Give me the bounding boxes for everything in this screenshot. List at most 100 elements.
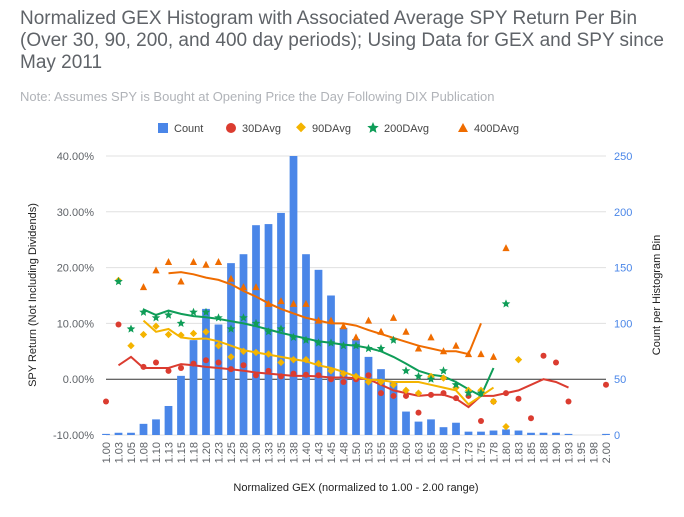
x-tick-label: 1.53 — [364, 442, 376, 463]
x-tick-label: 1.15 — [176, 442, 188, 463]
point-200davg — [364, 344, 373, 353]
x-tick-label: 1.70 — [451, 442, 463, 463]
point-400davg — [477, 350, 485, 358]
point-400davg — [364, 316, 373, 324]
x-tick-label: 1.13 — [164, 442, 176, 463]
x-tick-label: 1.83 — [514, 442, 526, 463]
point-200davg — [339, 341, 348, 350]
x-tick-label: 1.90 — [551, 442, 563, 463]
count-bar — [514, 430, 523, 435]
point-200davg — [239, 313, 248, 322]
x-tick-label: 1.68 — [439, 442, 451, 463]
count-bar — [377, 369, 385, 435]
point-90davg — [327, 367, 335, 375]
point-30davg — [403, 392, 409, 399]
y-left-tick-label: -10.00% — [53, 430, 94, 442]
x-tick-label: 1.38 — [289, 442, 301, 463]
count-bar — [277, 212, 285, 435]
x-tick-label: 1.10 — [151, 442, 163, 463]
point-200davg — [289, 332, 298, 341]
count-bar — [127, 432, 135, 435]
point-400davg — [152, 266, 160, 274]
count-bar — [389, 381, 398, 435]
point-400davg — [402, 327, 410, 335]
point-200davg — [426, 374, 436, 383]
point-90davg — [264, 350, 273, 358]
y-right-tick-label: 200 — [614, 207, 632, 219]
x-tick-label: 1.05 — [126, 442, 138, 463]
x-tick-label: 1.35 — [276, 442, 288, 463]
point-90davg — [314, 359, 323, 368]
point-90davg — [377, 378, 385, 386]
point-200davg — [164, 310, 173, 319]
point-400davg — [439, 347, 448, 355]
point-400davg — [464, 350, 473, 358]
count-bar — [239, 254, 248, 435]
legend-swatch-count — [158, 123, 168, 133]
point-30davg — [140, 363, 147, 370]
point-90davg — [352, 372, 360, 381]
x-tick-label: 1.80 — [501, 442, 513, 463]
point-30davg — [228, 366, 234, 373]
count-bar — [352, 339, 360, 435]
point-30davg — [553, 359, 559, 366]
point-400davg — [414, 344, 423, 352]
point-200davg — [314, 338, 323, 347]
point-30davg — [390, 392, 397, 399]
y-left-tick-label: 20.00% — [57, 263, 95, 275]
x-tick-label: 1.30 — [251, 442, 263, 463]
point-30davg — [528, 415, 534, 422]
point-200davg — [351, 341, 361, 350]
point-400davg — [339, 322, 348, 330]
point-30davg — [278, 373, 284, 380]
point-30davg — [328, 376, 334, 383]
x-tick-label: 1.93 — [564, 442, 576, 463]
point-400davg — [177, 277, 185, 285]
point-400davg — [289, 299, 298, 307]
y-right-tick-label: 100 — [614, 318, 632, 330]
point-200davg — [139, 307, 148, 316]
point-200davg — [326, 338, 336, 347]
point-400davg — [452, 341, 460, 349]
y-right-axis-title: Count per Histogram Bin — [651, 235, 663, 355]
y-left-tick-label: 0.00% — [63, 374, 94, 386]
point-200davg — [376, 344, 386, 353]
count-bar — [152, 419, 160, 435]
point-30davg — [215, 359, 222, 366]
point-30davg — [540, 352, 547, 359]
point-400davg — [277, 297, 285, 305]
x-tick-label: 1.78 — [489, 442, 501, 463]
point-400davg — [502, 244, 510, 252]
count-bar — [327, 295, 335, 435]
count-bar — [489, 430, 498, 435]
point-90davg — [127, 342, 135, 350]
legend-swatch-400davg — [458, 123, 468, 132]
chart-subtitle: Note: Assumes SPY is Bought at Opening P… — [20, 89, 495, 104]
x-tick-label: 1.43 — [314, 442, 326, 463]
x-tick-label: 1.95 — [576, 442, 588, 463]
point-200davg — [414, 371, 423, 381]
point-200davg — [201, 307, 211, 316]
point-30davg — [203, 357, 209, 364]
point-30davg — [428, 391, 434, 398]
point-30davg — [365, 372, 372, 379]
x-tick-label: 1.48 — [339, 442, 351, 463]
point-30davg — [315, 372, 322, 379]
count-bar — [177, 375, 185, 435]
point-400davg — [164, 258, 173, 266]
point-90davg — [289, 355, 298, 364]
point-30davg — [290, 370, 297, 377]
point-90davg — [339, 369, 348, 378]
point-90davg — [389, 381, 398, 389]
x-axis-title: Normalized GEX (normalized to 1.00 - 2.0… — [233, 482, 478, 494]
y-left-tick-label: 40.00% — [57, 151, 95, 163]
count-bar — [502, 429, 510, 435]
point-90davg — [214, 342, 223, 350]
legend-label: 400DAvg — [474, 123, 519, 135]
point-200davg — [126, 324, 136, 333]
point-200davg — [189, 307, 198, 316]
count-bar — [164, 405, 173, 435]
point-30davg — [240, 362, 247, 369]
point-400davg — [214, 258, 223, 266]
